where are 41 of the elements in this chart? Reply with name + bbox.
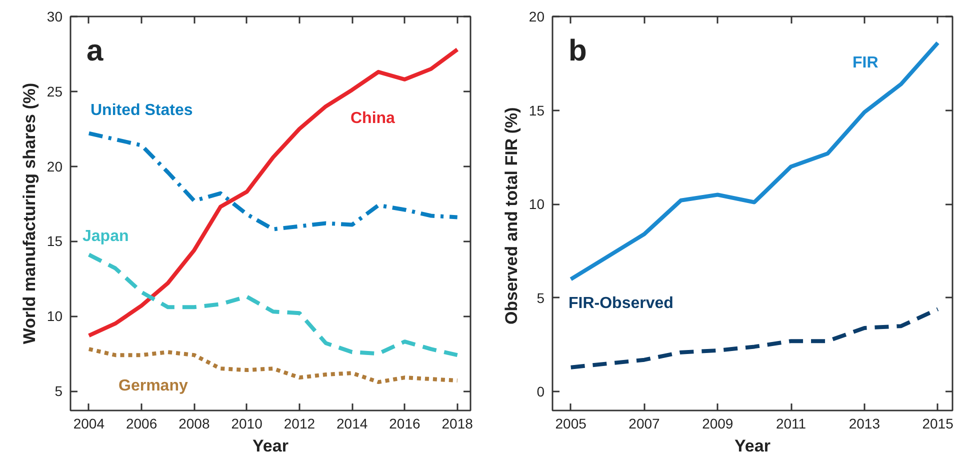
y-tick-label: 10 bbox=[528, 196, 545, 212]
y-tick-label: 5 bbox=[536, 290, 545, 306]
x-tick-label: 2006 bbox=[126, 416, 158, 432]
x-axis-title: Year bbox=[252, 436, 289, 456]
series-label: Germany bbox=[118, 378, 188, 395]
y-tick-label: 25 bbox=[46, 83, 63, 100]
x-tick-label: 2015 bbox=[922, 416, 954, 432]
line-series bbox=[86, 252, 460, 358]
y-axis-title: Observed and total FIR (%) bbox=[502, 107, 521, 324]
line-series bbox=[86, 131, 460, 232]
text: b bbox=[568, 34, 587, 68]
y-tick-label: 15 bbox=[528, 102, 545, 118]
series-label: China bbox=[350, 110, 396, 127]
x-tick-label: 2009 bbox=[702, 416, 734, 432]
x-tick-label: 2005 bbox=[555, 416, 587, 432]
y-tick-label: 0 bbox=[536, 384, 545, 400]
x-tick-label: 2016 bbox=[389, 416, 420, 432]
x-tick-label: 2011 bbox=[776, 416, 806, 432]
y-tick-label: 20 bbox=[46, 158, 63, 174]
series-label: United States bbox=[90, 102, 193, 119]
y-tick-label: 30 bbox=[46, 8, 63, 24]
line-series bbox=[568, 40, 940, 282]
y-tick-label: 15 bbox=[46, 233, 63, 250]
x-tick-label: 2010 bbox=[231, 416, 263, 432]
y-tick-label: 20 bbox=[528, 8, 545, 24]
series-label: Japan bbox=[82, 228, 129, 246]
x-tick-label: 2004 bbox=[73, 416, 105, 432]
text: a bbox=[86, 34, 104, 68]
x-axis-title: Year bbox=[734, 436, 771, 456]
y-tick-label: 5 bbox=[54, 383, 63, 400]
text: FIR-Observed bbox=[568, 295, 674, 312]
series-label: FIR bbox=[852, 54, 879, 72]
line-series bbox=[568, 307, 940, 370]
y-axis-title: World manufacturing shares (%) bbox=[20, 82, 39, 344]
x-tick-label: 2014 bbox=[336, 416, 368, 432]
y-tick-label: 10 bbox=[46, 308, 63, 324]
x-tick-label: 2007 bbox=[628, 416, 660, 432]
x-tick-label: 2018 bbox=[442, 416, 474, 432]
x-tick-label: 2013 bbox=[848, 416, 880, 432]
x-tick-label: 2008 bbox=[178, 416, 210, 432]
x-tick-label: 2012 bbox=[284, 416, 316, 432]
